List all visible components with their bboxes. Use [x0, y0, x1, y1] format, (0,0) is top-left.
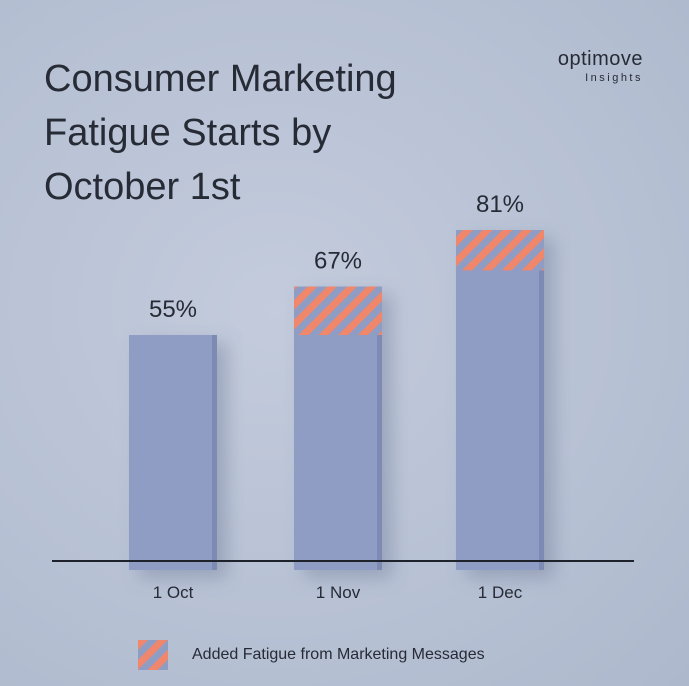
value-label: 81% [476, 191, 524, 218]
added-fatigue-segment [294, 286, 382, 335]
title-line-2: Fatigue Starts by [44, 112, 332, 154]
brand-name: optimove [557, 48, 643, 70]
bars-group [129, 230, 544, 570]
labels-group: 55% 1 Oct 67% 1 Nov 81% 1 Dec [149, 191, 524, 602]
legend-swatch-icon [138, 640, 168, 670]
title-line-3: October 1st [44, 166, 241, 208]
title-line-1: Consumer Marketing [44, 58, 397, 100]
value-label: 67% [314, 248, 362, 275]
bar-side [377, 286, 382, 570]
bar-side [539, 230, 544, 570]
category-label: 1 Nov [316, 583, 361, 602]
bar-body [456, 230, 544, 570]
bar-2 [294, 286, 382, 570]
legend-label: Added Fatigue from Marketing Messages [192, 646, 485, 663]
bar-side [212, 335, 217, 570]
bar-body [129, 335, 217, 570]
brand-logo: optimove Insights [558, 48, 643, 84]
chart-title: Consumer Marketing Fatigue Starts by Oct… [44, 52, 484, 214]
value-label: 55% [149, 296, 197, 323]
bar-1 [129, 335, 217, 570]
category-label: 1 Dec [478, 583, 523, 602]
category-label: 1 Oct [153, 583, 194, 602]
added-fatigue-segment [456, 230, 544, 271]
brand-subtitle: Insights [585, 72, 643, 84]
bar-3 [456, 230, 544, 570]
legend: Added Fatigue from Marketing Messages [138, 640, 485, 670]
